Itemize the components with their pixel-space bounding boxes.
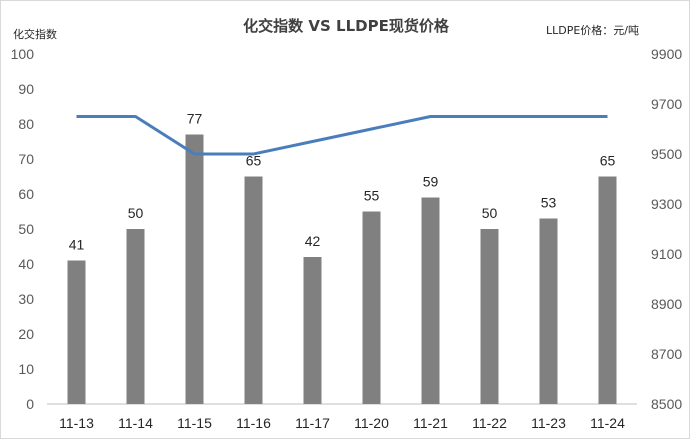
right-tick-label: 9900 xyxy=(651,46,682,62)
left-tick-label: 10 xyxy=(18,361,34,377)
left-tick-label: 50 xyxy=(18,221,34,237)
bar-series xyxy=(67,134,617,404)
right-tick-label: 8500 xyxy=(651,396,682,412)
bar-data-label: 65 xyxy=(246,153,262,169)
bar xyxy=(539,218,558,404)
bar-data-label: 50 xyxy=(128,205,144,221)
right-tick-label: 9500 xyxy=(651,146,682,162)
x-tick-label: 11-17 xyxy=(295,415,330,431)
bar xyxy=(126,229,145,404)
bar-data-labels: 41 50 77 65 42 55 59 50 53 65 xyxy=(69,111,616,253)
right-tick-label: 9100 xyxy=(651,246,682,262)
right-axis-title: LLDPE价格：元/吨 xyxy=(546,23,639,37)
right-tick-label: 9300 xyxy=(651,196,682,212)
right-tick-label: 9700 xyxy=(651,96,682,112)
right-tick-label: 8700 xyxy=(651,346,682,362)
x-tick-label: 11-14 xyxy=(118,415,153,431)
bar-data-label: 55 xyxy=(364,188,380,204)
bar-data-label: 65 xyxy=(600,153,616,169)
x-tick-label: 11-13 xyxy=(59,415,94,431)
left-tick-label: 100 xyxy=(11,46,35,62)
bar xyxy=(303,257,322,404)
left-tick-label: 30 xyxy=(18,291,34,307)
left-tick-label: 40 xyxy=(18,256,34,272)
right-axis-ticks: 8500 8700 8900 9100 9300 9500 9700 9900 xyxy=(651,46,682,412)
price-line-series xyxy=(76,115,608,156)
x-tick-label: 11-15 xyxy=(177,415,212,431)
left-tick-label: 60 xyxy=(18,186,34,202)
right-tick-label: 8900 xyxy=(651,296,682,312)
bar xyxy=(244,176,263,404)
left-tick-label: 20 xyxy=(18,326,34,342)
bar-data-label: 50 xyxy=(482,205,498,221)
left-tick-label: 0 xyxy=(26,396,34,412)
chart-title: 化交指数 VS LLDPE现货价格 xyxy=(243,17,450,35)
x-tick-label: 11-16 xyxy=(236,415,271,431)
bar xyxy=(362,211,381,404)
bar-data-label: 59 xyxy=(423,174,439,190)
x-tick-label: 11-21 xyxy=(413,415,448,431)
bar-data-label: 77 xyxy=(187,111,203,127)
x-tick-label: 11-23 xyxy=(531,415,566,431)
bar xyxy=(480,229,499,404)
bar xyxy=(598,176,617,404)
left-tick-label: 80 xyxy=(18,116,34,132)
bar xyxy=(421,197,440,404)
bar-data-label: 41 xyxy=(69,237,85,253)
left-axis-title: 化交指数 xyxy=(13,27,57,41)
bar xyxy=(185,134,204,404)
x-axis-ticks: 11-13 11-14 11-15 11-16 11-17 11-20 11-21 11-22… xyxy=(59,415,625,431)
left-tick-label: 90 xyxy=(18,81,34,97)
x-tick-label: 11-20 xyxy=(354,415,389,431)
left-axis-ticks: 0 10 20 30 40 50 60 70 80 90 100 xyxy=(11,46,35,412)
bar-data-label: 53 xyxy=(541,195,557,211)
left-tick-label: 70 xyxy=(18,151,34,167)
bar-data-label: 42 xyxy=(305,233,321,249)
x-tick-label: 11-24 xyxy=(590,415,625,431)
x-tick-label: 11-22 xyxy=(472,415,507,431)
price-line xyxy=(76,115,608,156)
bar xyxy=(67,260,86,404)
